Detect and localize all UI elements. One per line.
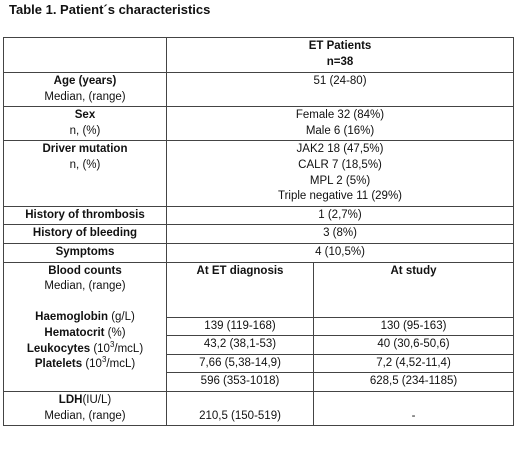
table-row-sex: Sex n, (%) Female 32 (84%) Male 6 (16%) — [3, 106, 515, 142]
bleeding-label: History of bleeding — [3, 224, 167, 244]
header-empty-cell — [3, 37, 167, 73]
blood-item-hematocrit: Hematocrit (%) — [44, 326, 126, 339]
ldh-diag: 210,5 (150-519) — [166, 390, 314, 427]
age-value: 51 (24-80) — [165, 71, 515, 108]
table-row-ldh: LDH(IU/L) Median, (range) 210,5 (150-519… — [3, 390, 515, 427]
sex-value-female: Female 32 (84%) — [295, 109, 385, 122]
col-at-et-diagnosis: At ET diagnosis — [166, 261, 314, 318]
ldh-study: - — [312, 390, 515, 427]
table-row-blood-counts-header: Blood counts Median, (range) Haemoglobin… — [3, 261, 515, 392]
driver-value-jak2: JAK2 18 (47,5%) — [296, 143, 384, 156]
table-row-age: Age (years) Median, (range) 51 (24-80) — [3, 71, 515, 108]
symptoms-label: Symptoms — [3, 242, 167, 263]
driver-value-triple-negative: Triple negative 11 (29%) — [278, 190, 403, 203]
header-line2: n=38 — [326, 55, 354, 68]
header-row: ET Patients n=38 — [3, 37, 515, 73]
ldh-sublabel: Median, (range) — [44, 409, 126, 422]
driver-value-calr: CALR 7 (18,5%) — [298, 158, 382, 171]
leukocytes-study: 7,2 (4,52-11,4) — [312, 353, 515, 374]
patient-characteristics-table: ET Patients n=38 Age (years) Median, (ra… — [3, 37, 515, 427]
blood-counts-sublabel: Median, (range) — [44, 280, 126, 293]
table-row-haemoglobin: 139 (119-168) 130 (95-163) — [4, 316, 515, 337]
blood-counts-label-cell: Blood counts Median, (range) Haemoglobin… — [3, 261, 167, 392]
age-label-cell: Age (years) Median, (range) — [3, 71, 167, 108]
hematocrit-study: 40 (30,6-50,6) — [312, 335, 515, 355]
et-patients-header: ET Patients n=38 — [165, 37, 515, 73]
age-label: Age (years) — [53, 75, 117, 87]
thrombosis-value: 1 (2,7%) — [165, 205, 515, 226]
sex-values-cell: Female 32 (84%) Male 6 (16%) — [165, 106, 515, 142]
driver-values-cell: JAK2 18 (47,5%) CALR 7 (18,5%) MPL 2 (5%… — [165, 140, 515, 207]
table-row-thrombosis: History of thrombosis 1 (2,7%) — [3, 205, 515, 226]
header-line1: ET Patients — [308, 40, 372, 52]
table-row-leukocytes: 7,66 (5,38-14,9) 7,2 (4,52-11,4) — [4, 353, 515, 374]
driver-value-mpl: MPL 2 (5%) — [309, 174, 371, 187]
sex-sublabel: n, (%) — [69, 124, 101, 137]
table-row-bleeding: History of bleeding 3 (8%) — [3, 224, 515, 244]
bleeding-value: 3 (8%) — [165, 224, 515, 244]
table-row-symptoms: Symptoms 4 (10,5%) — [3, 242, 515, 263]
ldh-label-cell: LDH(IU/L) Median, (range) — [3, 390, 167, 427]
driver-sublabel: n, (%) — [69, 158, 101, 171]
sex-label: Sex — [74, 109, 96, 122]
blood-item-leukocytes: Leukocytes (103/mcL) — [26, 339, 144, 355]
sex-value-male: Male 6 (16%) — [305, 124, 375, 137]
blood-item-haemoglobin: Haemoglobin (g/L) — [35, 311, 135, 324]
blood-counts-label: Blood counts — [48, 264, 122, 277]
table-title: Table 1. Patient´s characteristics — [9, 2, 211, 17]
haemoglobin-diag: 139 (119-168) — [166, 316, 314, 337]
col-at-study: At study — [312, 261, 515, 318]
driver-label: Driver mutation — [42, 143, 128, 156]
hematocrit-diag: 43,2 (38,1-53) — [166, 335, 314, 355]
table-row-driver-mutation: Driver mutation n, (%) JAK2 18 (47,5%) C… — [3, 140, 515, 207]
table-row-hematocrit: 43,2 (38,1-53) 40 (30,6-50,6) — [4, 335, 515, 355]
symptoms-value: 4 (10,5%) — [165, 242, 515, 263]
haemoglobin-study: 130 (95-163) — [312, 316, 515, 337]
leukocytes-diag: 7,66 (5,38-14,9) — [166, 353, 314, 374]
thrombosis-label: History of thrombosis — [3, 205, 167, 226]
platelets-study: 628,5 (234-1185) — [312, 372, 515, 392]
sex-label-cell: Sex n, (%) — [3, 106, 167, 142]
blood-item-platelets: Platelets (103/mcL) — [34, 355, 136, 371]
platelets-diag: 596 (353-1018) — [166, 372, 314, 392]
ldh-label: LDH(IU/L) — [58, 393, 112, 406]
age-sublabel: Median, (range) — [44, 90, 126, 103]
driver-label-cell: Driver mutation n, (%) — [3, 140, 167, 207]
